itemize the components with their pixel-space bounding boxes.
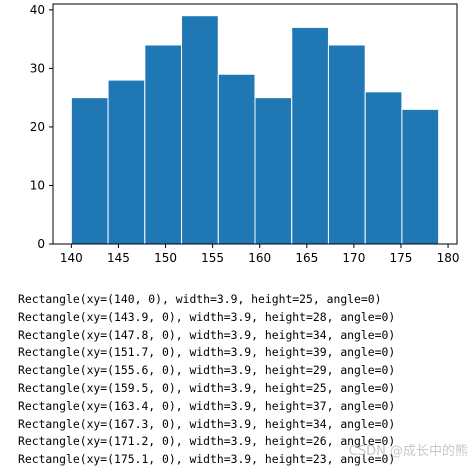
console-line: Rectangle(xy=(147.8, 0), width=3.9, heig… [18, 327, 396, 342]
console-line: Rectangle(xy=(140, 0), width=3.9, height… [18, 292, 382, 306]
x-tick-label: 180 [437, 251, 460, 265]
console-line: Rectangle(xy=(151.7, 0), width=3.9, heig… [18, 345, 396, 360]
y-tick-label: 20 [30, 120, 45, 134]
histogram-bar-6 [291, 26, 329, 245]
histogram-bar-0 [70, 97, 109, 245]
x-tick-label: 150 [154, 251, 177, 265]
console-line: Rectangle(xy=(155.6, 0), width=3.9, heig… [18, 363, 396, 378]
y-tick-label: 30 [30, 61, 45, 75]
console-line: Rectangle(xy=(163.4, 0), width=3.9, heig… [18, 398, 396, 413]
axes-group: 140 145 150 155 160 165 170 175 180 0 10 20 30 40 [30, 3, 460, 265]
y-tick-label: 10 [30, 178, 45, 192]
x-tick-label: 165 [295, 251, 318, 265]
histogram-bar-3 [181, 15, 219, 245]
histogram-bar-1 [107, 79, 146, 245]
histogram-bar-8 [364, 91, 403, 245]
console-line: Rectangle(xy=(167.3, 0), width=3.9, heig… [18, 416, 396, 431]
watermark: CSDN @成长中的熊 [348, 444, 468, 459]
x-tick-label: 140 [60, 251, 83, 265]
console-output: Rectangle(xy=(140, 0), width=3.9, height… [18, 291, 468, 469]
x-tick-label: 155 [201, 251, 224, 265]
console-line: Rectangle(xy=(175.1, 0), width=3.9, heig… [18, 452, 396, 467]
histogram-bar-4 [217, 73, 256, 245]
y-tick-label: 40 [30, 3, 45, 17]
histogram-bar-7 [327, 44, 366, 245]
histogram-bar-2 [144, 44, 183, 245]
x-tick-label: 160 [248, 251, 271, 265]
bars-group [70, 15, 440, 245]
x-tick-label: 145 [107, 251, 130, 265]
console-line: Rectangle(xy=(171.2, 0), width=3.9, heig… [18, 434, 396, 449]
y-tick-label: 0 [37, 237, 45, 251]
x-tick-label: 175 [390, 251, 413, 265]
histogram-bar-5 [254, 97, 293, 245]
axes-frame [52, 3, 458, 245]
histogram-chart: 140 145 150 155 160 165 170 175 180 0 10 20 30 40 [30, 3, 460, 265]
console-line: Rectangle(xy=(159.5, 0), width=3.9, heig… [18, 380, 396, 395]
console-line: Rectangle(xy=(143.9, 0), width=3.9, heig… [18, 309, 396, 324]
histogram-bar-9 [401, 108, 440, 245]
x-tick-label: 170 [342, 251, 365, 265]
